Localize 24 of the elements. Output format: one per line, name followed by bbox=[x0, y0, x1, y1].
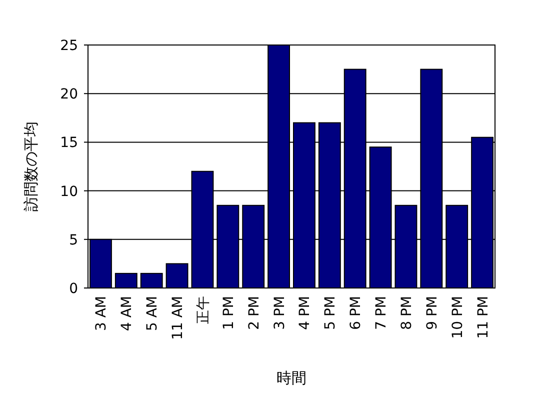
y-tick-label: 5 bbox=[69, 232, 78, 248]
x-tick-label: 5 AM bbox=[144, 296, 161, 332]
x-tick-label: 4 AM bbox=[119, 296, 136, 332]
x-tick-label: 11 AM bbox=[170, 296, 186, 340]
x-tick-label: 4 PM bbox=[297, 296, 314, 330]
y-tick-label: 10 bbox=[60, 184, 78, 200]
x-tick-label: 2 PM bbox=[246, 296, 262, 330]
x-tick-label: 5 PM bbox=[322, 296, 339, 330]
x-tick-label: 8 PM bbox=[398, 296, 415, 330]
x-tick-label: 10 PM bbox=[450, 296, 466, 339]
x-tick-label: 7 PM bbox=[374, 296, 390, 330]
y-tick-label: 15 bbox=[60, 135, 78, 152]
x-tick-label: 11 PM bbox=[475, 296, 492, 339]
x-tick-label: 1 PM bbox=[220, 296, 237, 330]
x-tick-label: 正午 bbox=[195, 296, 212, 324]
y-tick-label: 0 bbox=[69, 281, 78, 297]
y-tick-label: 20 bbox=[60, 86, 78, 103]
x-axis-title: 時間 bbox=[276, 369, 306, 387]
y-axis-title: 訪問数の平均 bbox=[22, 122, 40, 212]
y-tick-label: 25 bbox=[60, 38, 78, 54]
x-tick-label: 3 PM bbox=[272, 296, 288, 330]
x-tick-label: 9 PM bbox=[424, 296, 440, 330]
x-tick-label: 3 AM bbox=[94, 296, 110, 332]
x-tick-label: 6 PM bbox=[348, 296, 364, 330]
